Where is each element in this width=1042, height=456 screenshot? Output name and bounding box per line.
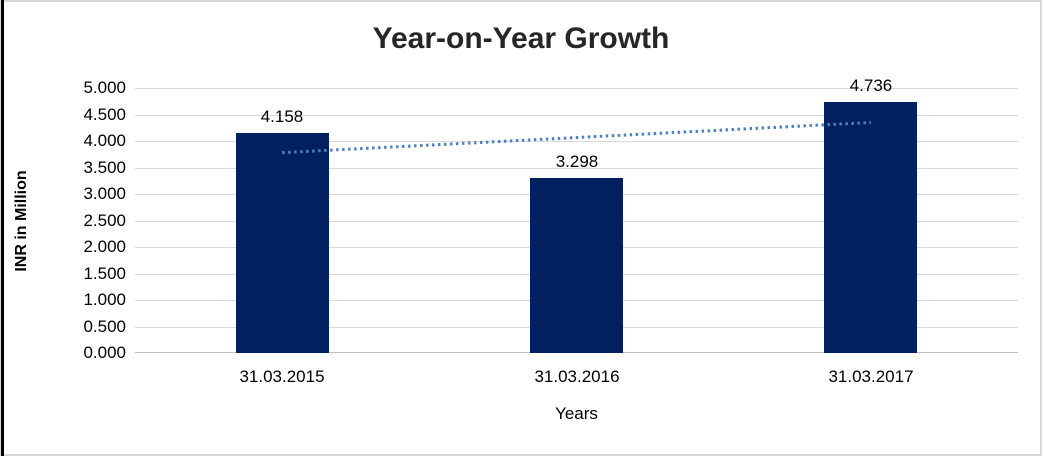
- plot-area: 4.158 3.298 4.736: [135, 76, 1018, 353]
- y-tick-label: 2.500: [83, 211, 126, 230]
- y-tick-label: 0.000: [83, 343, 126, 362]
- gridline: [135, 88, 1018, 89]
- y-tick-label: 1.500: [83, 264, 126, 283]
- y-tick-label: 3.500: [83, 158, 126, 177]
- y-tick-label: 3.000: [83, 184, 126, 203]
- y-tick-label: 0.500: [83, 317, 126, 336]
- bar-value-label: 4.736: [849, 76, 893, 95]
- trendline-layer: [282, 120, 871, 155]
- y-tick-label: 4.500: [83, 105, 126, 124]
- gridline: [135, 115, 1018, 116]
- y-tick-label: 1.000: [83, 290, 126, 309]
- bar-value-label: 3.298: [555, 152, 599, 171]
- bar: [824, 102, 917, 353]
- y-tick-label: 2.000: [83, 237, 126, 256]
- bar: [236, 133, 329, 353]
- x-tick-label: 31.03.2017: [828, 367, 914, 386]
- y-tick-label: 4.000: [83, 131, 126, 150]
- x-tick-label: 31.03.2016: [534, 367, 620, 386]
- gridline: [135, 141, 1018, 142]
- x-tick-label: 31.03.2015: [239, 367, 325, 386]
- x-axis-title: Years: [555, 404, 598, 423]
- y-tick-label: 5.000: [83, 78, 126, 97]
- chart-title: Year-on-Year Growth: [372, 22, 670, 55]
- bar-value-label: 4.158: [260, 107, 304, 126]
- left-border: [1, 0, 4, 456]
- trendline: [282, 120, 871, 155]
- gridline: [135, 168, 1018, 169]
- bar: [530, 178, 623, 353]
